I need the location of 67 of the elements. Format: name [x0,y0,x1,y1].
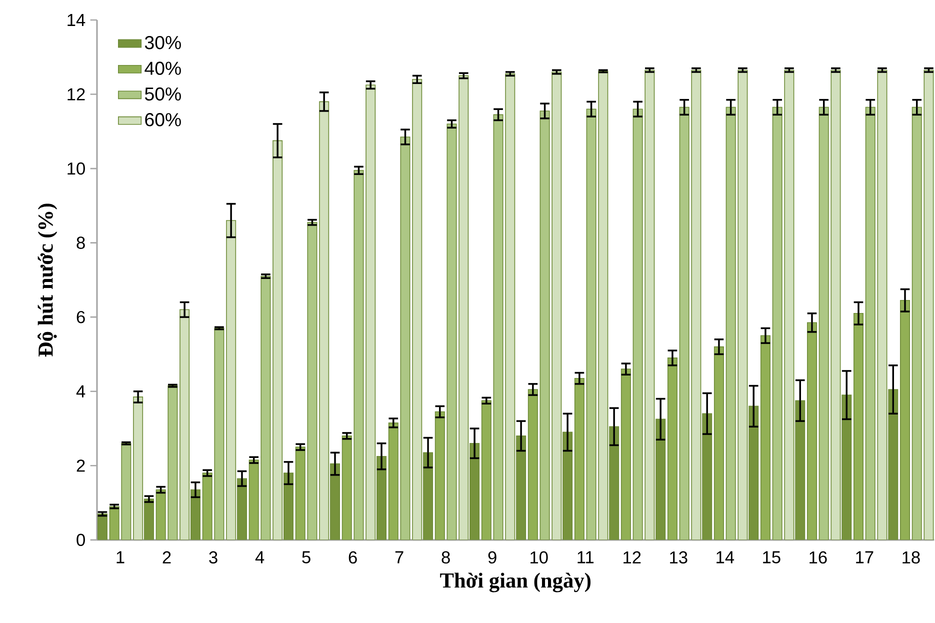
x-tick-label: 18 [902,551,920,564]
bar [924,70,934,540]
y-tick-label: 14 [68,14,86,26]
bar [806,322,817,540]
bar [342,436,352,540]
x-tick-label: 7 [395,551,404,564]
bar [586,108,596,540]
x-tick-label: 16 [810,551,827,564]
x-tick-label: 10 [530,551,548,564]
x-tick-label: 2 [162,551,171,564]
bar [760,335,770,540]
bar [679,106,690,540]
legend-label: 50% [144,87,181,101]
bar [865,106,876,540]
bar [446,124,457,540]
bar [726,106,736,540]
bar [354,170,364,540]
legend-label: 40% [144,62,181,75]
bar [156,489,166,540]
x-tick-label: 13 [670,551,688,564]
bar [307,222,318,540]
bar [818,106,829,540]
x-tick-label: 1 [116,551,124,564]
y-tick-label: 8 [76,236,85,249]
y-tick-label: 10 [68,162,85,175]
x-tick-label: 17 [856,551,874,564]
bar [248,460,259,540]
bar [481,400,492,540]
x-tick-label: 12 [624,551,641,564]
legend-label: 30% [144,36,181,50]
bar [295,446,306,540]
bar [772,106,782,540]
bar [121,442,132,540]
bar [854,313,864,540]
bar [620,368,631,540]
bar [493,114,504,540]
y-axis-title: Độ hút nước (%) [38,204,58,357]
x-tick-label: 5 [302,551,310,564]
x-tick-label: 15 [763,551,780,564]
bar [434,411,445,540]
bar [400,136,410,540]
y-tick-label: 0 [76,534,85,546]
bar [388,422,398,540]
bar [714,346,724,540]
x-axis-title: Thời gian (ngày) [440,572,590,592]
y-tick-label: 2 [76,460,85,472]
bar [202,472,212,540]
bar [632,108,643,540]
bar [574,378,584,540]
y-tick-label: 4 [76,385,86,398]
bar [667,358,678,540]
bar [109,506,120,540]
bar [528,389,538,540]
x-tick-label: 6 [348,551,357,564]
bar [540,110,550,540]
legend-label: 60% [145,113,181,126]
x-tick-label: 11 [578,551,594,564]
x-tick-label: 14 [716,551,734,564]
y-tick-label: 6 [76,310,85,324]
bar [900,300,910,540]
bar [912,106,922,540]
x-tick-label: 3 [209,551,218,564]
bar [260,276,271,540]
x-tick-label: 4 [255,551,264,564]
x-tick-label: 9 [488,551,496,564]
x-tick-label: 8 [442,551,450,564]
y-tick-label: 12 [68,88,85,100]
